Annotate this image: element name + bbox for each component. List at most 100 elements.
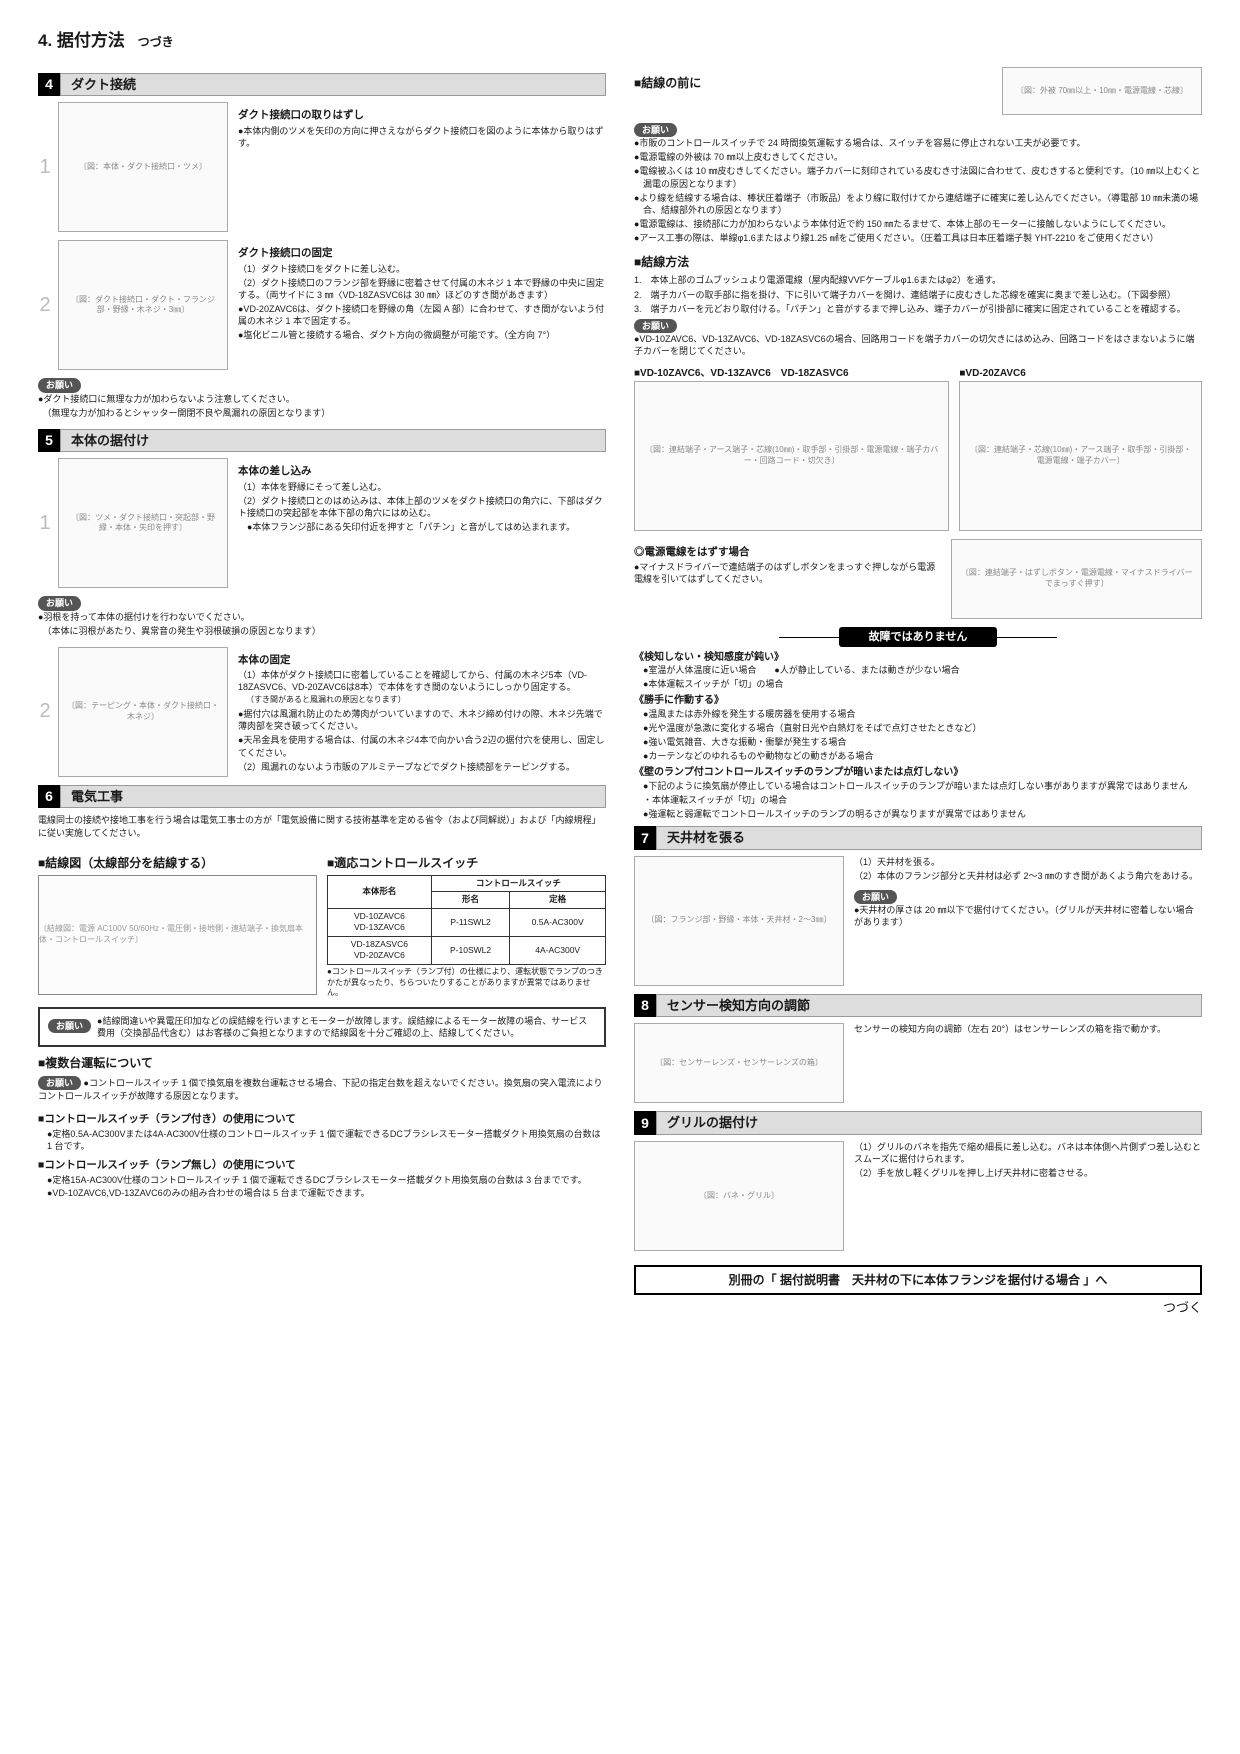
s4-t2-4: ●塩化ビニル管と接続する場合、ダクト方向の微調整が可能です。（全方向 7°） <box>238 329 606 341</box>
s4-t1: ●本体内側のツメを矢印の方向に押さえながらダクト接続口を図のように本体から取りは… <box>238 125 606 149</box>
multi-caution-text: ●コントロールスイッチ 1 個で換気扇を複数台運転させる場合、下記の指定台数を超… <box>38 1078 603 1101</box>
fig-terminal-a: 〔図：連結端子・アース端子・芯線(10㎜)・取手部・引掛部・電源電線・端子カバー… <box>634 381 949 531</box>
sw-r1b: P-11SWL2 <box>431 908 510 936</box>
remove-h: ◎電源電線をはずす場合 <box>634 545 941 559</box>
s4-c1: ●ダクト接続口に無理な力が加わらないよう注意してください。 <box>47 393 606 405</box>
s6-switch-h: ■適応コントロールスイッチ <box>327 855 606 871</box>
m2a: ●定格15A-AC300V仕様のコントロールスイッチ 1 個で運転できるDCブラ… <box>38 1174 606 1186</box>
s7-cn: ●天井材の厚さは 20 ㎜以下で据付けてください。（グリルが天井材に密着しない場… <box>854 904 1202 928</box>
model-b-label: ■VD-20ZAVC6 <box>959 367 1202 381</box>
s5-caution-label: お願い <box>38 596 81 610</box>
fault-g1a: ●室温が人体温度に近い場合 ●人が静止している、または動きが少ない場合 <box>634 664 1202 676</box>
fig-duct-remove: 〔図：本体・ダクト接続口・ツメ〕 <box>58 102 228 232</box>
s5-t2-1: （1）本体がダクト接続口に密着していることを確認してから、付属の木ネジ5本（VD… <box>238 669 606 693</box>
wiring-warn-box: お願い ●結線間違いや異電圧印加などの誤結線を行いますとモーターが故障します。誤… <box>38 1007 606 1047</box>
fault-g1h: 《検知しない・検知感度が鈍い》 <box>634 651 1202 665</box>
section-4-title: ダクト接続 <box>60 73 606 97</box>
method-s2: 2. 端子カバーの取手部に指を掛け、下に引いて端子カバーを開け、連結端子に皮むき… <box>634 289 1202 301</box>
s5-fig1-idx: 1 <box>38 458 52 588</box>
section-5-title: 本体の据付け <box>60 429 606 453</box>
section-4-num: 4 <box>38 73 60 97</box>
multi-h: ■複数台運転について <box>38 1055 606 1071</box>
multi-caution-label: お願い <box>38 1076 81 1090</box>
wiring-warn-text: ●結線間違いや異電圧印加などの誤結線を行いますとモーターが故障します。誤結線によ… <box>48 1015 596 1039</box>
fault-g2c: ●強い電気雑音、大きな振動・衝撃が発生する場合 <box>634 736 1202 748</box>
title-text: 4. 据付方法 <box>38 31 125 50</box>
pre-b3: ●電線被ふくは 10 ㎜皮むきしてください。端子カバーに刻印されている皮むき寸法… <box>643 165 1202 189</box>
s5-h1: 本体の差し込み <box>238 464 606 478</box>
s5-t1-3: ●本体フランジ部にある矢印付近を押すと「パチン」と音がしてはめ込まれます。 <box>238 521 606 533</box>
s5-h2: 本体の固定 <box>238 653 606 667</box>
fault-g1b: ●本体運転スイッチが「切」の場合 <box>634 678 1202 690</box>
m1: ●定格0.5A-AC300Vまたは4A-AC300V仕様のコントロールスイッチ … <box>38 1128 606 1152</box>
remove-t: ●マイナスドライバーで連結端子のはずしボタンをまっすぐ押しながら電源電線を引いて… <box>634 561 941 585</box>
sw-th-name: 形名 <box>431 892 510 908</box>
s4-h2: ダクト接続口の固定 <box>238 246 606 260</box>
section-8-title: センサー検知方向の調節 <box>656 994 1202 1018</box>
sw-th-rating: 定格 <box>510 892 606 908</box>
pre-b5: ●電源電線は、接続部に力が加わらないよう本体付近で約 150 ㎜たるませて、本体… <box>643 218 1202 230</box>
s5-t2-2: ●据付穴は風漏れ防止のため薄肉がついていますので、木ネジ締め付けの際、木ネジ先端… <box>238 708 606 732</box>
left-column: 4 ダクト接続 1 〔図：本体・ダクト接続口・ツメ〕 ダクト接続口の取りはずし … <box>38 67 606 1317</box>
s6-wiring-h: ■結線図（太線部分を結線する） <box>38 855 317 871</box>
section-7-head: 7 天井材を張る <box>634 826 1202 850</box>
right-column: ■結線の前に 〔図：外被 70㎜以上・10㎜・電源電線・芯線〕 お願い ●市販の… <box>634 67 1202 1317</box>
fig-sensor: 〔図：センサーレンズ・センサーレンズの箱〕 <box>634 1023 844 1103</box>
s4-t2-1: （1）ダクト接続口をダクトに差し込む。 <box>238 263 606 275</box>
sw-r2a: VD-18ZASVC6 VD-20ZAVC6 <box>328 936 432 964</box>
sw-r2c: 4A-AC300V <box>510 936 606 964</box>
pre-b4: ●より線を結線する場合は、棒状圧着端子（市販品）をより線に取付けてから連結端子に… <box>643 192 1202 216</box>
s5-c2: （本体に羽根があたり、異常音の発生や羽根破損の原因となります） <box>47 625 606 637</box>
s6-lead: 電線同士の接続や接地工事を行う場合は電気工事士の方が「電気設備に関する技術基準を… <box>38 814 606 838</box>
s5-t2-4: （2）風漏れのないよう市販のアルミテープなどでダクト接続部をテーピングする。 <box>238 761 606 773</box>
fault-g2b: ●光や温度が急激に変化する場合（直射日光や白熱灯をそばで点灯させたときなど） <box>634 722 1202 734</box>
fig-index-2: 2 <box>38 240 52 370</box>
method-caution-label: お願い <box>634 319 677 333</box>
fault-g3h: 《壁のランプ付コントロールスイッチのランプが暗いまたは点灯しない》 <box>634 766 1202 780</box>
s9-t2: （2）手を放し軽くグリルを押し上げ天井材に密着させる。 <box>854 1167 1202 1179</box>
sw-th-model: 本体形名 <box>328 875 432 908</box>
page-title: 4. 据付方法 つづき <box>38 30 1202 53</box>
pre-b2: ●電源電線の外被は 70 ㎜以上皮むきしてください。 <box>643 151 1202 163</box>
s4-c2: （無理な力が加わるとシャッター開閉不良や風漏れの原因となります） <box>47 407 606 419</box>
method-h: ■結線方法 <box>634 254 1202 270</box>
section-9-head: 9 グリルの据付け <box>634 1111 1202 1135</box>
sw-note: ●コントロールスイッチ（ランプ付）の仕様により、運転状態でランプのつきかたが異な… <box>327 967 606 999</box>
s9-t1: （1）グリルのバネを指先で縮め細長に差し込む。バネは本体側へ片側ずつ差し込むとス… <box>854 1141 1202 1165</box>
s7-t2: （2）本体のフランジ部分と天井材は必ず 2〜3 ㎜のすき間があくよう角穴をあける… <box>854 870 1202 882</box>
fault-g2a: ●温風または赤外線を発生する暖房器を使用する場合 <box>634 708 1202 720</box>
fig-remove-wire: 〔図：連結端子・はずしボタン・電源電線・マイナスドライバーでまっすぐ押す〕 <box>951 539 1202 619</box>
fault-g3b: ・本体運転スイッチが「切」の場合 <box>634 794 1202 806</box>
fig-body-insert: 〔図：ツメ・ダクト接続口・突起部・野縁・本体・矢印を押す〕 <box>58 458 228 588</box>
s8-t: センサーの検知方向の調節（左右 20°）はセンサーレンズの箱を指で動かす。 <box>854 1023 1202 1035</box>
s7-caution-label: お願い <box>854 890 897 904</box>
section-7-num: 7 <box>634 826 656 850</box>
fig-grille: 〔図：バネ・グリル〕 <box>634 1141 844 1251</box>
method-s3: 3. 端子カバーを元どおり取付ける。「パチン」と音がするまで押し込み、端子カバー… <box>634 303 1202 315</box>
fig-duct-fix: 〔図：ダクト接続口・ダクト・フランジ部・野縁・木ネジ・3㎜〕 <box>58 240 228 370</box>
pre-caution-label: お願い <box>634 123 677 137</box>
section-8-num: 8 <box>634 994 656 1018</box>
s5-t2-1n: （すき間があると風漏れの原因となります） <box>238 695 606 706</box>
section-6-title: 電気工事 <box>60 785 606 809</box>
s5-fig2-idx: 2 <box>38 647 52 777</box>
section-5-head: 5 本体の据付け <box>38 429 606 453</box>
sw-r1a: VD-10ZAVC6 VD-13ZAVC6 <box>328 908 432 936</box>
section-6-head: 6 電気工事 <box>38 785 606 809</box>
m2h: ■コントロールスイッチ（ランプ無し）の使用について <box>38 1158 606 1172</box>
s5-t1-2: （2）ダクト接続口とのはめ込みは、本体上部のツメをダクト接続口の角穴に、下部はダ… <box>238 495 606 519</box>
sw-th-cs: コントロールスイッチ <box>431 875 605 891</box>
fig-terminal-b: 〔図：連結端子・芯線(10㎜)・アース端子・取手部・引掛部・電源電線・端子カバー… <box>959 381 1202 531</box>
m2b: ●VD-10ZAVC6,VD-13ZAVC6のみの組み合わせの場合は 5 台まで… <box>38 1187 606 1199</box>
sw-r1c: 0.5A-AC300V <box>510 908 606 936</box>
s4-caution-label: お願い <box>38 378 81 392</box>
fault-g3a: ●下記のように換気扇が停止している場合はコントロールスイッチのランプが暗いまたは… <box>634 780 1202 792</box>
s5-t2-3: ●天吊金具を使用する場合は、付属の木ネジ4本で向かい合う2辺の据付穴を使用し、固… <box>238 734 606 758</box>
s5-t1-1: （1）本体を野縁にそって差し込む。 <box>238 481 606 493</box>
s5-c1: ●羽根を持って本体の据付けを行わないでください。 <box>47 611 606 623</box>
pre-b6: ●アース工事の際は、単線φ1.6またはより線1.25 ㎟をご使用ください。（圧着… <box>643 232 1202 244</box>
s4-h1: ダクト接続口の取りはずし <box>238 108 606 122</box>
section-7-title: 天井材を張る <box>656 826 1202 850</box>
section-5-num: 5 <box>38 429 60 453</box>
switch-table: 本体形名 コントロールスイッチ 形名 定格 VD-10ZAVC6 VD-13ZA… <box>327 875 606 965</box>
